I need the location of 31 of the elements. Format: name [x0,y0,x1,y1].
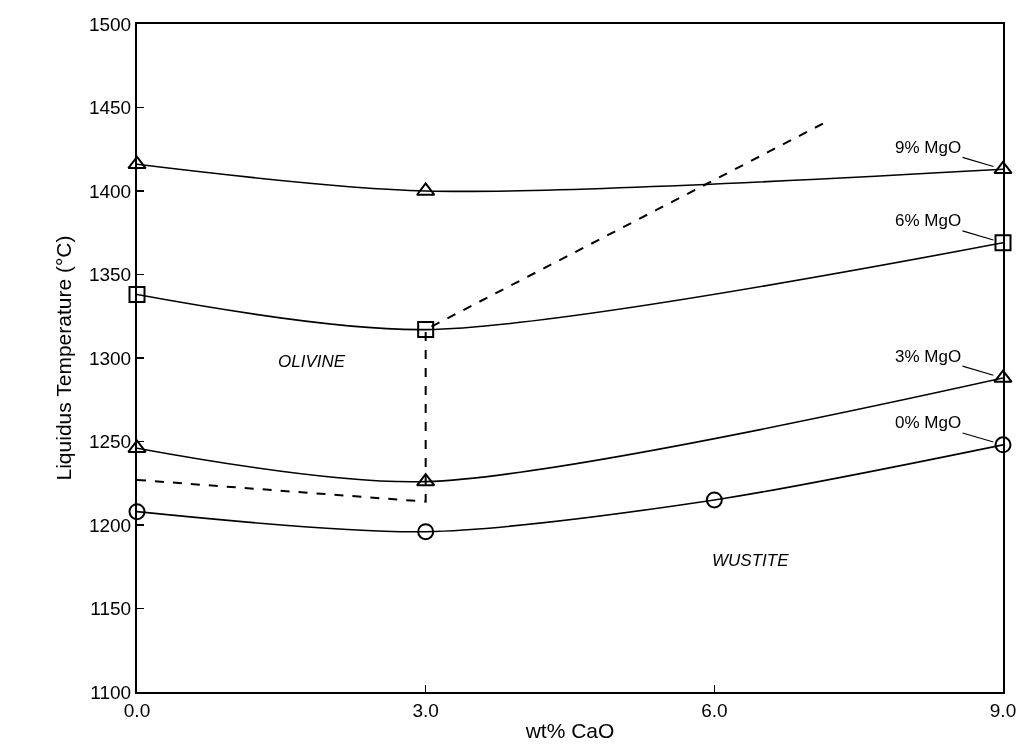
annotation: OLIVINE [278,352,346,371]
point [416,473,436,487]
point [994,436,1012,454]
y-tick-label: 1400 [88,180,132,202]
series-label: 3% MgO [895,347,962,366]
point [994,234,1012,252]
series-label: 6% MgO [895,211,962,230]
y-axis-title: Liquidus Temperature (°C) [51,235,75,481]
point [127,155,147,170]
x-tick-label: 9.0 [989,699,1017,721]
y-tick-label: 1500 [88,13,132,35]
y-tick-label: 1250 [88,431,132,453]
y-tick-label: 1450 [88,97,132,119]
point [416,182,436,196]
y-tick-label: 1350 [88,264,132,286]
point [128,503,146,521]
point [705,491,723,509]
y-tick-label: 1150 [90,598,132,620]
point [417,321,435,339]
annotation: WUSTITE [712,551,790,570]
point [417,523,435,541]
x-tick-label: 6.0 [701,699,728,721]
point [993,160,1013,175]
y-tick-label: 1300 [88,347,132,369]
x-tick-label: 3.0 [412,699,439,721]
point [128,286,146,304]
y-tick-label: 1200 [88,514,132,536]
series-label: 9% MgO [895,138,962,157]
x-axis-title: wt% CaO [524,719,615,743]
point [993,369,1013,383]
series-label: 0% MgO [895,413,962,432]
